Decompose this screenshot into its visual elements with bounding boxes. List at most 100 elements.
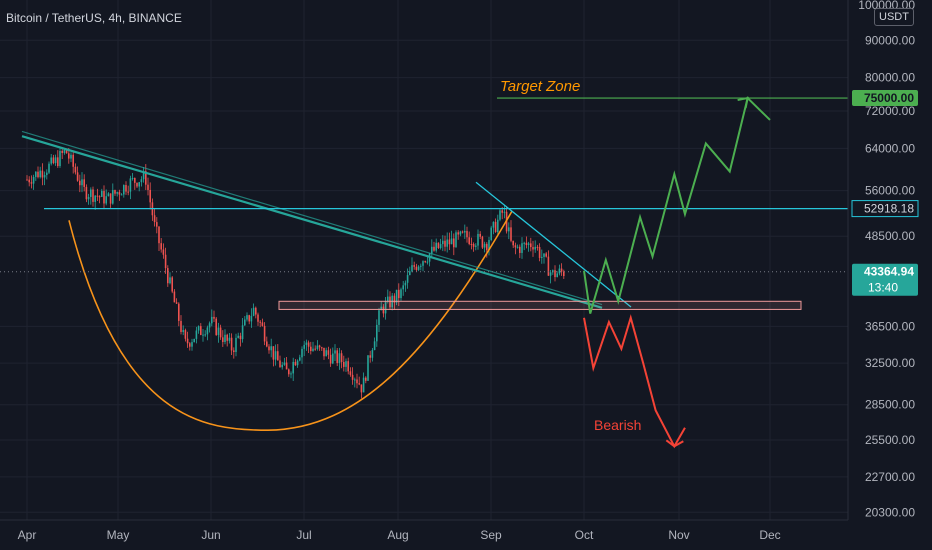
candle-body: [545, 253, 547, 257]
bearish-projection: [583, 314, 686, 449]
candle-body: [191, 342, 193, 347]
candle-body: [450, 238, 453, 245]
candle-body: [200, 326, 202, 335]
candle-body: [296, 360, 299, 366]
candle-body: [301, 348, 303, 358]
countdown-timer: 13:40: [868, 281, 898, 295]
time-tick-label: May: [107, 528, 130, 542]
candle-body: [156, 222, 158, 227]
candle-body: [439, 244, 442, 248]
candle-body: [204, 334, 206, 336]
price-axis[interactable]: [848, 0, 932, 520]
candle-body: [250, 315, 253, 322]
candle-body: [59, 150, 61, 167]
candle-body: [402, 285, 404, 290]
candle-body: [270, 346, 272, 351]
candle-body: [490, 227, 492, 241]
candle-body: [211, 316, 213, 324]
time-tick-label: Jun: [201, 528, 220, 542]
candle-body: [444, 240, 446, 247]
candle-body: [516, 246, 519, 248]
short-trendline: [475, 181, 632, 308]
candle-body: [74, 166, 77, 173]
target-zone-label: Target Zone: [500, 78, 580, 95]
candle-body: [184, 330, 187, 339]
price-tick-label: 36500.00: [865, 319, 915, 333]
time-axis[interactable]: [0, 520, 932, 550]
chart-title: Bitcoin / TetherUS, 4h, BINANCE: [6, 11, 182, 25]
candle-body: [81, 179, 83, 186]
candle-body: [61, 150, 63, 153]
candle-body: [354, 379, 356, 381]
candle-body: [477, 233, 479, 246]
candle-body: [312, 348, 314, 351]
candle-body: [290, 373, 292, 375]
price-tick-label: 90000.00: [865, 33, 915, 47]
candle-body: [455, 232, 457, 248]
candle-body: [433, 246, 435, 251]
candle-body: [94, 195, 96, 202]
candle-body: [527, 243, 530, 246]
candle-body: [173, 291, 176, 303]
candle-body: [299, 357, 301, 361]
candle-body: [556, 273, 558, 278]
bearish-arrowhead: [665, 439, 684, 448]
resistance-price-badge: 52918.18: [864, 202, 914, 216]
candle-body: [481, 236, 484, 248]
candle-body: [543, 253, 545, 257]
candle-body: [411, 265, 413, 272]
candle-body: [244, 319, 246, 326]
price-tick-label: 32500.00: [865, 356, 915, 370]
candle-body: [162, 249, 165, 255]
candle-body: [400, 289, 402, 299]
candle-body: [109, 193, 112, 204]
candle-body: [431, 246, 433, 254]
candle-body: [90, 189, 92, 197]
candle-body: [530, 243, 532, 248]
candle-body: [105, 196, 107, 204]
target-price-badge-bg: [852, 90, 918, 107]
candle-body: [92, 189, 94, 202]
candle-body: [398, 289, 400, 299]
currency-button[interactable]: USDT: [874, 8, 914, 26]
candle-body: [358, 383, 360, 385]
candle-body: [413, 265, 415, 267]
candle-body: [457, 232, 459, 235]
candle-body: [369, 355, 371, 358]
candle-body: [332, 353, 334, 364]
candle-body: [406, 275, 409, 283]
candle-body: [334, 350, 336, 354]
candle-body: [120, 194, 123, 196]
candle-body: [376, 324, 378, 342]
candle-body: [246, 315, 248, 320]
candle-body: [138, 182, 140, 187]
candle-body: [237, 335, 239, 338]
candle-body: [492, 221, 495, 228]
candle-body: [510, 227, 512, 241]
candle-body: [351, 374, 354, 380]
candle-body: [266, 341, 268, 347]
candle-body: [541, 256, 543, 258]
candle-body: [521, 243, 523, 253]
candle-body: [257, 314, 259, 322]
candle-body: [464, 230, 466, 233]
candle-body: [274, 351, 277, 360]
candle-body: [39, 170, 41, 178]
candle-body: [338, 353, 341, 363]
candle-body: [283, 362, 286, 365]
candle-body: [538, 247, 541, 258]
bullish-projection: [583, 96, 771, 314]
candle-body: [294, 361, 297, 366]
candle-body: [523, 242, 525, 244]
candle-body: [554, 270, 556, 278]
candle-body: [547, 256, 550, 276]
candle-body: [171, 277, 173, 292]
candle-body: [497, 219, 499, 233]
candle-body: [65, 149, 68, 154]
candle-body: [118, 192, 121, 195]
candle-body: [30, 182, 33, 184]
time-tick-label: Dec: [759, 528, 780, 542]
candle-body: [340, 353, 343, 362]
candle-body: [560, 268, 563, 272]
